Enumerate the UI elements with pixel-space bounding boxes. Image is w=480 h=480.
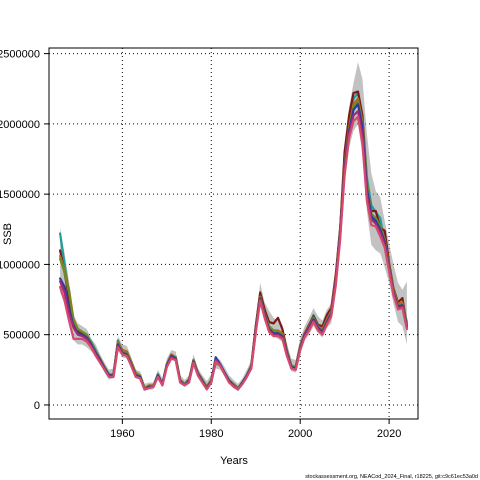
- y-tick-label: 1500000: [0, 189, 40, 201]
- credit-text: stockassessment.org, NEACod_2024_Final, …: [305, 474, 478, 480]
- y-tick-label: 2500000: [0, 49, 40, 61]
- x-axis-ticks: 1960 1980 2000 2020: [110, 419, 401, 440]
- y-tick-label: 1000000: [0, 259, 40, 271]
- series-line-7: [58, 115, 408, 391]
- grid-lines: [49, 48, 418, 419]
- y-axis-ticks: 0 500000 1000000 1500000 2000000 2500000: [0, 49, 49, 412]
- x-tick-label: 1980: [199, 428, 223, 440]
- x-tick-label: 1960: [110, 428, 134, 440]
- plot-frame: [48, 47, 419, 420]
- y-axis-title: SSB: [2, 223, 14, 245]
- y-tick-label: 500000: [3, 330, 40, 342]
- x-tick-label: 2000: [288, 428, 312, 440]
- y-tick-label: 0: [34, 400, 40, 412]
- x-axis-title: Years: [220, 455, 248, 467]
- y-tick-label: 2000000: [0, 119, 40, 131]
- x-tick-label: 2020: [377, 428, 401, 440]
- series-lines-layer: [58, 90, 408, 391]
